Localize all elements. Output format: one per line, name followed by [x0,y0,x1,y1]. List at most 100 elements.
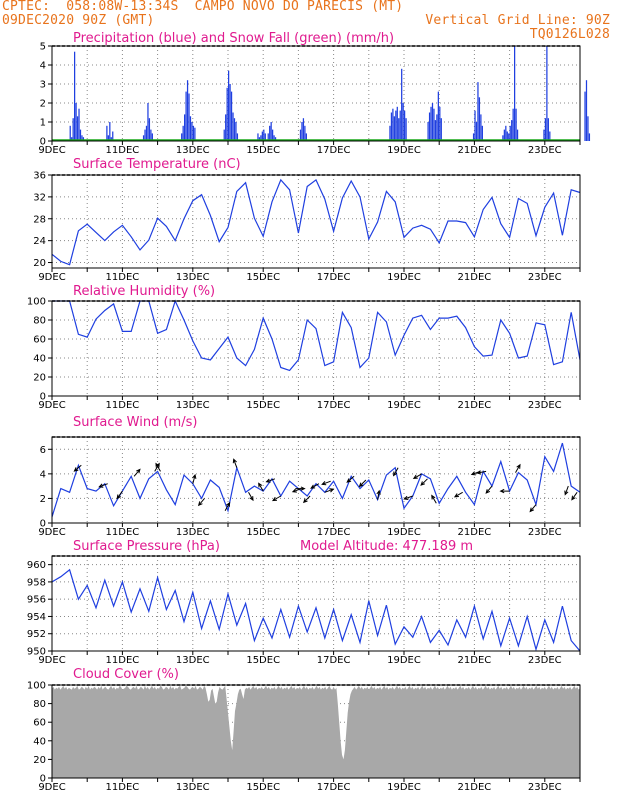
precip-bar [186,80,189,141]
precip-bar [184,114,186,141]
x-tick-label: 23DEC [528,400,562,411]
wind-arrow [515,463,521,473]
wind-arrow [248,492,254,502]
precip-bar [475,122,478,141]
precip-bar [272,129,274,141]
precip-bar [547,118,549,141]
precip-bar [72,118,74,141]
precip-bar [515,108,517,141]
x-tick-label: 19DEC [387,400,421,411]
x-tick-label: 19DEC [387,527,421,538]
precip-bar [69,125,71,141]
precip-bar [433,108,435,141]
y-tick-label: 28 [33,214,46,225]
x-tick-label: 19DEC [387,145,421,156]
precip-bar [509,125,511,141]
x-tick-label: 15DEC [246,527,280,538]
precip-bar [549,131,551,141]
x-tick-label: 23DEC [528,527,562,538]
precip-bar [263,129,265,141]
x-tick-label: 23DEC [528,145,562,156]
y-tick-label: 100 [27,681,46,692]
precip-bar [144,129,146,141]
wind-arrow [499,488,510,494]
x-tick-label: 9DEC [38,272,65,283]
precip-bar [109,122,111,141]
precip-bar [304,125,306,141]
precip-bar [269,125,271,141]
y-tick-label: 954 [27,612,46,623]
precip-bar [587,116,589,141]
precip-bar [223,129,225,141]
precip-bar [516,129,519,141]
wind-arrow [302,495,311,504]
wind-arrow [224,501,231,511]
precip-bar [299,129,302,141]
wind-arrow [358,479,367,488]
precip-bar [439,106,441,141]
precip-bar [389,125,391,141]
precip-bar [106,125,108,141]
x-tick-label: 19DEC [387,782,421,793]
precip-bar [74,51,76,142]
wind-arrow [310,483,320,489]
wind-arrow [155,462,161,472]
precip-bar [110,137,112,141]
panel-frame [51,45,581,142]
precip-bar [236,133,239,141]
precip-bar [225,114,227,141]
y-tick-label: 80 [33,316,46,327]
precip-bar [546,46,548,141]
x-tick-label: 9DEC [38,782,65,793]
panel-cloud: 0 20 40 60 80 100 9DEC 11DEC 13DEC 15DEC 17DEC 19DE… [27,667,581,793]
precip-bar [584,91,586,141]
y-tick-label: 956 [27,595,46,606]
wind-arrow [529,504,537,513]
y-tick-label: 24 [33,236,46,247]
precip-bar [502,135,504,141]
precip-bar [503,129,505,141]
x-tick-label: 17DEC [317,655,351,666]
precip-bar [147,103,149,141]
precip-bar [226,87,228,141]
wind-arrow [324,488,335,493]
precip-bar [81,135,83,141]
x-tick-label: 11DEC [106,400,140,411]
precip-bar [150,129,152,141]
precip-bar [404,110,406,141]
panel-rh: 0 20 40 60 80 100 9DEC 11DEC 13DEC 15DEC 17DEC 19DE… [27,284,581,411]
wind-arrow [265,478,276,483]
precip-bar [506,131,508,141]
wind-arrow [453,491,463,498]
precip-bar [512,108,514,141]
x-tick-label: 17DEC [317,527,351,538]
x-tick-label: 13DEC [176,272,210,283]
precip-bar [188,93,190,141]
header-date: 09DEC2020 90Z (GMT) [2,13,155,28]
precip-bar [427,122,429,141]
y-tick-label: 36 [33,171,46,182]
panel-wind: 0 2 4 6 9DEC 11DEC 13DEC 15DEC 17DEC 19DEC 21DEC 23… [38,415,581,538]
panel-title: Surface Temperature (nC) [73,157,241,172]
x-tick-label: 13DEC [176,782,210,793]
precip-bar [181,133,183,141]
y-tick-label: 20 [33,373,46,384]
precip-bar [142,135,145,141]
wind-arrow [321,480,331,486]
panel-title: Surface Wind (m/s) [73,415,197,430]
precip-bar [233,118,236,141]
x-tick-label: 11DEC [106,782,140,793]
wind-arrow [133,468,141,477]
precip-bar [71,137,73,141]
precip-bar [229,84,231,141]
precip-bar [151,133,153,141]
precip-bar [107,135,109,141]
panel-frame [51,684,581,779]
precip-bar [402,103,404,141]
precip-bar [508,133,510,141]
y-tick-label: 20 [33,258,46,269]
wind-arrow [403,495,413,500]
x-tick-label: 23DEC [528,272,562,283]
x-tick-label: 21DEC [458,272,492,283]
